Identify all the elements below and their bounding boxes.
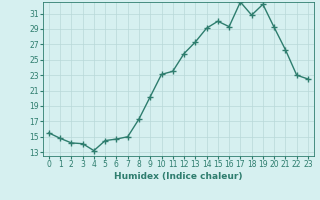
X-axis label: Humidex (Indice chaleur): Humidex (Indice chaleur) bbox=[114, 172, 243, 181]
